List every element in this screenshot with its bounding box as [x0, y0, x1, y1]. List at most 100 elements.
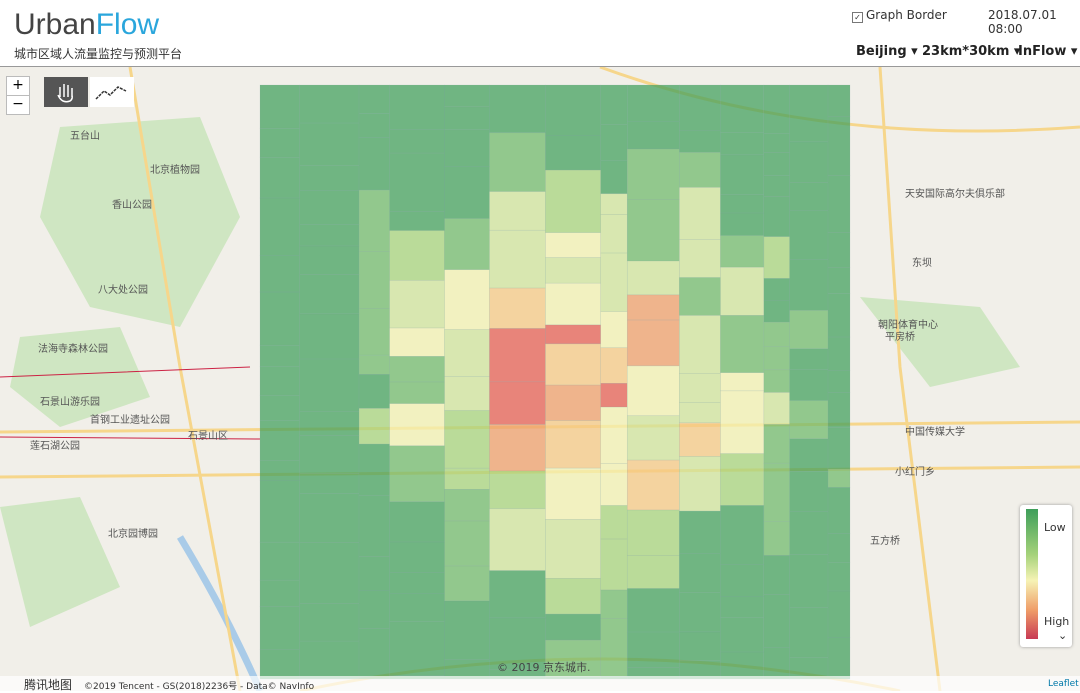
flow-cell[interactable]: [828, 428, 850, 469]
flow-cell[interactable]: [679, 152, 720, 187]
flow-cell[interactable]: [679, 423, 720, 457]
flow-cell[interactable]: [828, 591, 850, 638]
flow-cell[interactable]: [489, 328, 545, 381]
flow-cell[interactable]: [390, 211, 445, 230]
flow-cell[interactable]: [300, 246, 359, 275]
flow-cell[interactable]: [444, 566, 489, 601]
flow-cell[interactable]: [720, 133, 763, 155]
flow-cell[interactable]: [359, 408, 390, 444]
flow-cell[interactable]: [390, 593, 445, 621]
flow-cell[interactable]: [489, 85, 545, 133]
flow-cell[interactable]: [627, 589, 679, 633]
flow-cell[interactable]: [260, 481, 300, 543]
flow-cell[interactable]: [720, 617, 763, 652]
flow-cell[interactable]: [601, 85, 628, 125]
flow-cell[interactable]: [300, 224, 359, 246]
flow-cell[interactable]: [720, 391, 763, 454]
flow-cell[interactable]: [359, 556, 390, 590]
flow-cell[interactable]: [764, 347, 790, 370]
flow-cell[interactable]: [764, 176, 790, 197]
flow-cell[interactable]: [627, 295, 679, 320]
flow-cell[interactable]: [764, 392, 790, 424]
flow-cell[interactable]: [679, 315, 720, 373]
flow-cell[interactable]: [828, 85, 850, 117]
flow-cell[interactable]: [359, 85, 390, 114]
flow-cell[interactable]: [260, 198, 300, 256]
flow-cell[interactable]: [444, 521, 489, 566]
flow-cell[interactable]: [790, 401, 828, 439]
flow-cell[interactable]: [790, 349, 828, 370]
flow-cell[interactable]: [545, 135, 600, 170]
flow-cell[interactable]: [390, 280, 445, 328]
flow-cell[interactable]: [300, 603, 359, 641]
flow-cell[interactable]: [260, 420, 300, 460]
flow-cell[interactable]: [764, 594, 790, 647]
trend-tool[interactable]: [90, 77, 134, 107]
flow-cell[interactable]: [601, 539, 628, 590]
flow-cell[interactable]: [627, 366, 679, 416]
flow-cell[interactable]: [828, 117, 850, 176]
flow-cell[interactable]: [601, 312, 628, 348]
flow-cell[interactable]: [444, 411, 489, 469]
flow-cell[interactable]: [260, 292, 300, 345]
flow-cell[interactable]: [720, 267, 763, 315]
flow-cell[interactable]: [300, 474, 359, 494]
flow-cell[interactable]: [489, 571, 545, 618]
flow-cell[interactable]: [601, 161, 628, 194]
flow-cell[interactable]: [764, 152, 790, 175]
flow-cell[interactable]: [260, 157, 300, 198]
flow-cell[interactable]: [790, 142, 828, 182]
flow-cell[interactable]: [359, 495, 390, 556]
flow-cell[interactable]: [601, 348, 628, 384]
flow-cell[interactable]: [444, 107, 489, 130]
flow-cell[interactable]: [300, 123, 359, 166]
flow-cell[interactable]: [260, 580, 300, 607]
flow-cell[interactable]: [720, 195, 763, 213]
flow-cell[interactable]: [260, 649, 300, 679]
flow-cell[interactable]: [260, 542, 300, 580]
flow-cell[interactable]: [828, 638, 850, 679]
graph-border-checkbox[interactable]: ✓Graph Border: [852, 8, 947, 23]
flow-cell[interactable]: [300, 166, 359, 191]
flow-cell[interactable]: [359, 374, 390, 408]
flow-cell[interactable]: [390, 230, 445, 280]
flow-cell[interactable]: [679, 187, 720, 239]
flow-cell[interactable]: [260, 345, 300, 366]
flow-cell[interactable]: [489, 509, 545, 571]
flow-menu[interactable]: InFlow ▾: [1018, 44, 1077, 59]
flow-cell[interactable]: [679, 373, 720, 402]
flow-cell[interactable]: [679, 239, 720, 277]
flow-cell[interactable]: [260, 367, 300, 396]
flow-cell[interactable]: [627, 149, 679, 200]
flow-cell[interactable]: [764, 237, 790, 279]
flow-cell[interactable]: [260, 256, 300, 292]
flow-cell[interactable]: [764, 370, 790, 393]
flow-cell[interactable]: [489, 288, 545, 328]
flow-cell[interactable]: [444, 330, 489, 377]
flow-cell[interactable]: [601, 590, 628, 618]
flow-cell[interactable]: [720, 505, 763, 564]
flow-cell[interactable]: [720, 597, 763, 618]
flow-cell[interactable]: [300, 314, 359, 359]
flow-cell[interactable]: [679, 553, 720, 592]
flow-cell[interactable]: [300, 359, 359, 411]
flow-cell[interactable]: [444, 130, 489, 167]
flow-cell[interactable]: [601, 125, 628, 161]
flow-cell[interactable]: [390, 542, 445, 573]
flow-cell[interactable]: [390, 622, 445, 676]
flow-cell[interactable]: [300, 542, 359, 603]
flow-cell[interactable]: [359, 444, 390, 495]
flow-cell[interactable]: [359, 628, 390, 679]
flow-cell[interactable]: [828, 175, 850, 232]
flow-cell[interactable]: [390, 446, 445, 502]
flow-cell[interactable]: [359, 590, 390, 628]
flow-cell[interactable]: [679, 403, 720, 423]
flow-cell[interactable]: [390, 328, 445, 356]
flow-cell[interactable]: [489, 192, 545, 231]
flow-cell[interactable]: [300, 275, 359, 314]
flow-cell[interactable]: [679, 632, 720, 661]
flow-cell[interactable]: [260, 128, 300, 157]
flow-cell[interactable]: [260, 395, 300, 420]
flow-cell[interactable]: [790, 85, 828, 142]
flow-cell[interactable]: [720, 213, 763, 235]
